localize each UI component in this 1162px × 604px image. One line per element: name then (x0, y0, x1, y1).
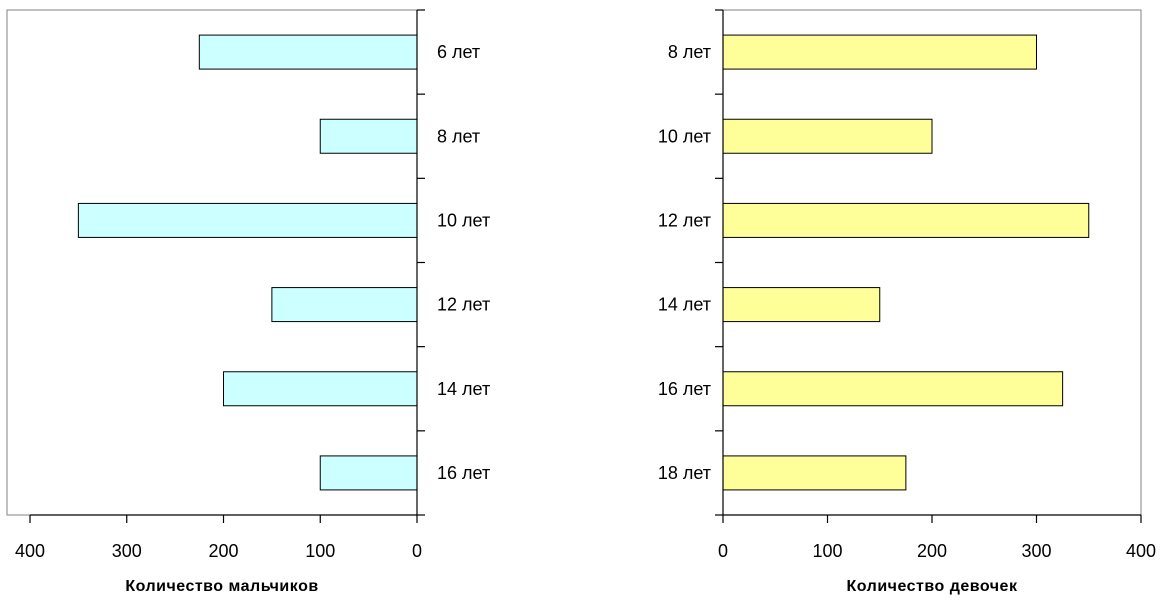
boys-bar-1 (319, 118, 418, 154)
girls-chart: 8 лет 10 лет 12 лет 14 лет 16 лет 18 лет 0 100 2… (658, 9, 1156, 595)
boys-value-tick-label: 0 (412, 541, 422, 561)
boys-category-label: 16 лет (437, 463, 490, 483)
boys-chart: 6 лет 8 лет 10 лет 12 лет 14 лет 16 лет 400 300… (6, 9, 490, 595)
boys-value-tick-label: 400 (15, 541, 45, 561)
girls-value-tick-label: 0 (718, 541, 728, 561)
boys-value-tick-label: 300 (112, 541, 142, 561)
girls-value-tick-label: 100 (812, 541, 842, 561)
boys-bar-2 (77, 202, 418, 238)
girls-category-label: 18 лет (658, 463, 711, 483)
girls-category-label: 14 лет (658, 295, 711, 315)
girls-bar-4 (722, 371, 1064, 407)
boys-category-label: 10 лет (437, 210, 490, 230)
girls-axis-title: Количество девочек (847, 578, 1018, 595)
girls-category-label: 16 лет (658, 379, 711, 399)
girls-category-label: 10 лет (658, 126, 711, 146)
girls-value-tick-label: 200 (917, 541, 947, 561)
boys-bar-5 (319, 455, 418, 491)
girls-category-label: 12 лет (658, 210, 711, 230)
girls-category-label: 8 лет (668, 42, 711, 62)
girls-bar-1 (722, 118, 933, 154)
girls-plot-frame (722, 9, 1142, 516)
girls-value-tick-label: 400 (1126, 541, 1156, 561)
boys-value-tick-label: 100 (305, 541, 335, 561)
girls-bar-0 (722, 34, 1037, 70)
boys-category-label: 8 лет (437, 126, 480, 146)
boys-bar-3 (271, 287, 418, 323)
girls-value-tick-label: 300 (1021, 541, 1051, 561)
boys-value-tick-label: 200 (208, 541, 238, 561)
boys-bar-0 (198, 34, 418, 70)
boys-category-label: 6 лет (437, 42, 480, 62)
boys-plot-frame (6, 9, 418, 516)
girls-bar-5 (722, 455, 907, 491)
girls-bar-3 (722, 287, 881, 323)
boys-axis-title: Количество мальчиков (125, 578, 318, 595)
boys-bar-4 (223, 371, 418, 407)
boys-category-label: 12 лет (437, 295, 490, 315)
boys-category-label: 14 лет (437, 379, 490, 399)
girls-bar-2 (722, 202, 1090, 238)
